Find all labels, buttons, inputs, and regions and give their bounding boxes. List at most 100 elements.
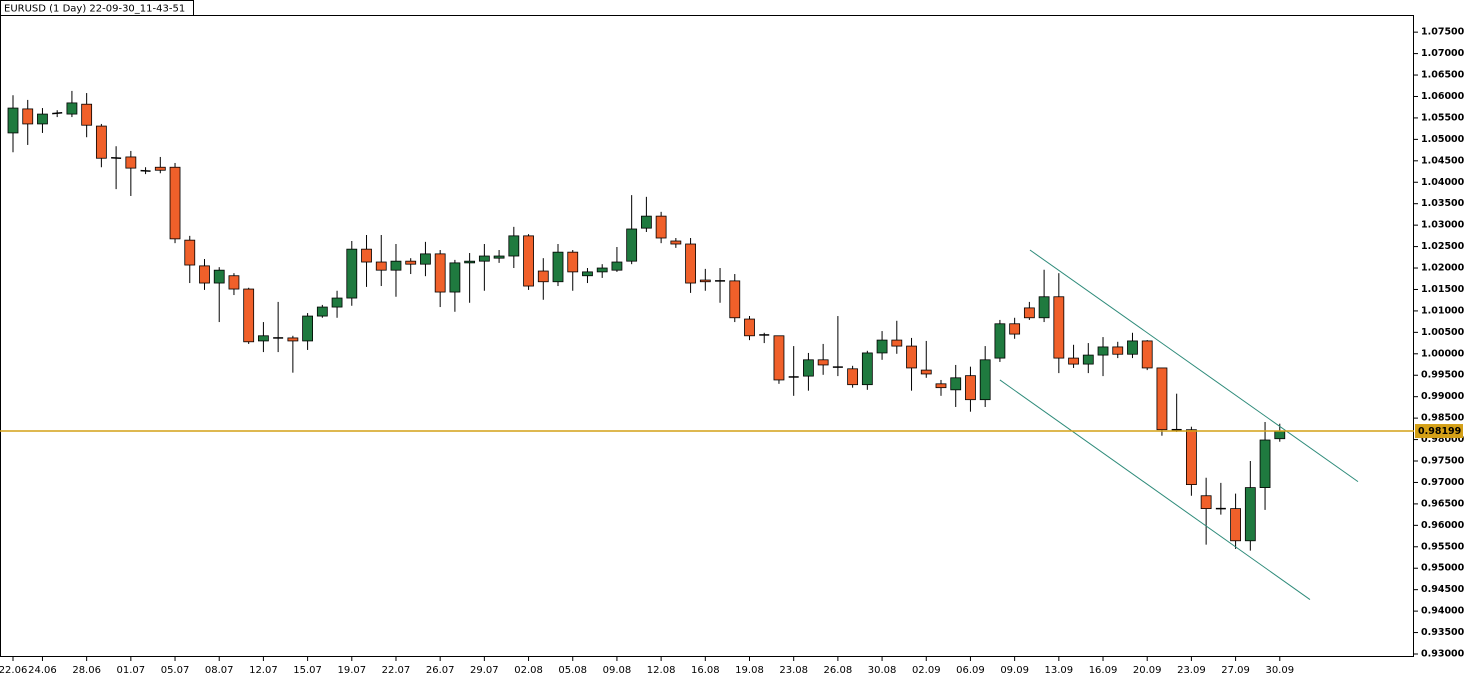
y-tick-label: 1.02500 <box>1421 241 1465 252</box>
y-tick-label: 0.99000 <box>1421 391 1465 402</box>
y-tick-label: 0.93500 <box>1421 627 1465 638</box>
candle-body <box>567 251 579 273</box>
x-tick-label: 09.09 <box>1000 665 1029 676</box>
chart-title: EURUSD (1 Day) 22-09-30_11-43-51 <box>4 4 185 15</box>
y-tick-label: 0.95500 <box>1421 541 1465 552</box>
candle-body <box>1244 487 1256 542</box>
candle-body <box>508 235 520 257</box>
candle-body <box>1127 340 1138 355</box>
candle-body <box>935 383 947 389</box>
x-tick-label: 30.08 <box>868 665 897 676</box>
candle-body <box>7 107 19 134</box>
y-tick-label: 1.03000 <box>1421 220 1465 231</box>
y-tick-label: 0.97000 <box>1421 477 1465 488</box>
candle-body <box>1156 367 1168 431</box>
candle-body <box>950 377 962 391</box>
candle-body <box>876 339 888 354</box>
x-tick-label: 06.09 <box>956 665 985 676</box>
y-tick-label: 1.04500 <box>1421 155 1465 166</box>
x-tick-label: 19.08 <box>735 665 764 676</box>
candle-body <box>405 260 417 265</box>
candle-body <box>699 279 711 283</box>
candle-body <box>729 280 741 319</box>
candle-body <box>773 335 785 381</box>
x-tick-label: 01.07 <box>117 665 146 676</box>
candle-body <box>670 240 682 245</box>
candle-body <box>95 125 107 159</box>
candle-body <box>906 345 917 369</box>
candle-body <box>346 248 358 299</box>
candle-body <box>66 102 78 115</box>
x-tick-label: 15.07 <box>293 665 322 676</box>
candle-body <box>228 275 240 290</box>
y-tick-label: 1.06500 <box>1421 70 1465 81</box>
x-tick-label: 30.09 <box>1265 665 1294 676</box>
x-tick-label: 12.07 <box>249 665 278 676</box>
y-tick-label: 1.03500 <box>1421 198 1465 209</box>
y-tick-label: 1.04000 <box>1421 177 1465 188</box>
candle-body <box>1023 307 1035 319</box>
x-tick-label: 22.06 <box>0 665 27 676</box>
candle-body <box>464 260 476 264</box>
x-tick-label: 29.07 <box>470 665 499 676</box>
x-tick-label: 28.06 <box>72 665 101 676</box>
y-tick-label: 0.98500 <box>1421 413 1465 424</box>
candle-body <box>891 339 903 347</box>
candle-body <box>1141 340 1153 369</box>
x-tick-label: 16.09 <box>1089 665 1118 676</box>
candle-body <box>582 271 593 277</box>
candle-body <box>52 112 63 115</box>
candle-body <box>920 369 932 375</box>
candle-body <box>640 215 652 229</box>
y-tick-label: 0.98000 <box>1421 434 1465 445</box>
candle-body <box>523 235 534 287</box>
candle-body <box>258 335 269 342</box>
candle-body <box>744 318 755 337</box>
candle-body <box>420 253 431 265</box>
x-tick-label: 20.09 <box>1133 665 1162 676</box>
candle-body <box>817 359 829 366</box>
candle-body <box>1053 296 1065 359</box>
candle-body <box>626 228 638 262</box>
title-box <box>0 0 194 16</box>
y-tick-label: 1.05000 <box>1421 134 1465 145</box>
candle-body <box>375 261 387 271</box>
y-tick-label: 0.94500 <box>1421 584 1465 595</box>
candle-body <box>803 359 814 377</box>
candle-body <box>994 323 1006 359</box>
y-tick-label: 1.01000 <box>1421 305 1465 316</box>
candle-body <box>847 368 859 386</box>
candle-body <box>22 108 34 125</box>
trendline <box>999 379 1311 600</box>
x-tick-label: 24.06 <box>28 665 57 676</box>
y-tick-label: 1.01500 <box>1421 284 1465 295</box>
trendline <box>1029 249 1359 483</box>
candle-body <box>434 253 446 293</box>
candle-body <box>685 243 696 284</box>
x-tick-label: 16.08 <box>691 665 720 676</box>
candle-body <box>243 288 255 343</box>
candle-body <box>1230 508 1241 542</box>
plot-frame <box>0 15 1414 657</box>
y-tick-label: 0.93000 <box>1421 648 1465 659</box>
x-tick-label: 13.09 <box>1045 665 1074 676</box>
candle-body <box>1259 439 1271 489</box>
y-tick-label: 1.07000 <box>1421 48 1465 59</box>
x-tick-label: 02.08 <box>514 665 543 676</box>
y-tick-label: 1.00500 <box>1421 327 1465 338</box>
candle-body <box>1068 357 1079 365</box>
candle-body <box>81 103 93 126</box>
y-tick-label: 1.00000 <box>1421 348 1465 359</box>
x-tick-label: 05.07 <box>161 665 190 676</box>
candle-body <box>1097 346 1109 356</box>
x-tick-label: 27.09 <box>1221 665 1250 676</box>
candle-body <box>37 113 48 125</box>
x-tick-label: 26.07 <box>426 665 455 676</box>
candle-body <box>1112 346 1124 355</box>
y-tick-label: 0.94000 <box>1421 606 1465 617</box>
x-tick-label: 23.09 <box>1177 665 1206 676</box>
candle-body <box>493 255 505 259</box>
y-tick-label: 0.96000 <box>1421 520 1465 531</box>
candle-body <box>184 239 196 266</box>
y-tick-label: 0.97500 <box>1421 456 1465 467</box>
